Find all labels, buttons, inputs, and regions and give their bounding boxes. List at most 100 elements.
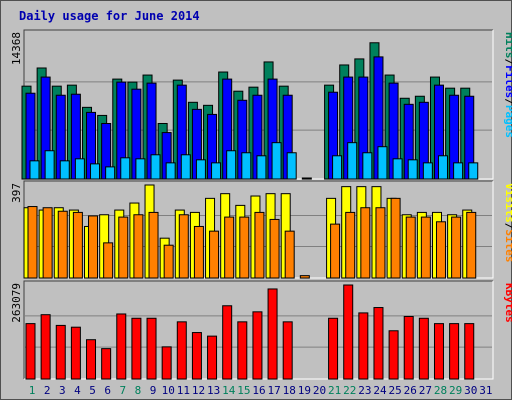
x-tick-day-8: 8 — [135, 384, 142, 397]
right-label-separator: / — [503, 98, 512, 105]
bar-sites-day-29 — [451, 216, 462, 279]
bar-kbytes-day-9 — [146, 317, 157, 380]
bar-sites-day-27 — [420, 216, 431, 279]
bar-pages-day-30 — [468, 162, 479, 180]
right-label-separator: / — [503, 59, 512, 66]
bar-sites-day-16 — [254, 211, 265, 279]
panel-visits-sites: 397 Visits/Sites — [10, 180, 512, 279]
x-tick-day-11: 11 — [177, 384, 190, 397]
bar-kbytes-day-13 — [207, 335, 218, 380]
bar-pages-day-5 — [90, 163, 101, 180]
bar-pages-day-4 — [74, 158, 85, 180]
chart-title: Daily usage for June 2014 — [19, 9, 200, 23]
bar-sites-day-22 — [345, 211, 356, 279]
bar-pages-day-24 — [377, 146, 388, 180]
bar-sites-day-1 — [27, 206, 38, 279]
bar-kbytes-day-30 — [464, 323, 475, 380]
bar-pages-day-27 — [422, 162, 433, 180]
bar-sites-day-7 — [118, 216, 129, 279]
bar-pages-day-7 — [120, 157, 131, 180]
x-tick-day-15: 15 — [237, 384, 250, 397]
bar-pages-day-28 — [437, 155, 448, 180]
panel-kbytes: 263079 KBytes — [10, 280, 512, 380]
bar-sites-day-19 — [299, 275, 310, 279]
bar-sites-day-30 — [466, 211, 477, 279]
bar-pages-day-2 — [44, 150, 55, 180]
bar-sites-day-4 — [72, 211, 83, 279]
bar-pages-day-19 — [301, 177, 312, 180]
bar-sites-day-11 — [178, 214, 189, 279]
x-tick-day-12: 12 — [192, 384, 205, 397]
bar-pages-day-21 — [332, 155, 343, 180]
bar-sites-day-8 — [133, 214, 144, 279]
x-tick-day-2: 2 — [44, 384, 51, 397]
bar-sites-day-26 — [405, 216, 416, 279]
x-tick-day-24: 24 — [373, 384, 387, 397]
bar-sites-day-13 — [209, 230, 220, 279]
bar-pages-day-8 — [135, 158, 146, 180]
bar-pages-day-26 — [407, 159, 418, 180]
bar-pages-day-11 — [180, 154, 191, 180]
right-label-kbytes: KBytes — [503, 283, 512, 323]
bar-sites-day-2 — [42, 207, 53, 279]
bar-kbytes-day-17 — [267, 288, 278, 380]
right-label-visits: Visits — [503, 183, 512, 223]
bar-kbytes-day-27 — [418, 317, 429, 380]
right-label-files: Files — [503, 65, 512, 98]
bar-kbytes-day-18 — [282, 321, 293, 380]
x-tick-day-28: 28 — [434, 384, 447, 397]
bar-kbytes-day-15 — [237, 321, 248, 380]
x-tick-day-25: 25 — [389, 384, 402, 397]
x-tick-day-22: 22 — [343, 384, 356, 397]
bar-pages-day-3 — [59, 160, 70, 180]
x-tick-day-10: 10 — [162, 384, 175, 397]
bar-sites-day-28 — [435, 221, 446, 279]
bar-kbytes-day-11 — [176, 321, 187, 380]
bar-sites-day-6 — [103, 242, 114, 279]
x-tick-day-7: 7 — [120, 384, 127, 397]
bar-kbytes-day-22 — [343, 284, 354, 380]
right-label-pages: Pages — [503, 105, 512, 138]
x-tick-day-21: 21 — [328, 384, 341, 397]
bar-sites-day-14 — [224, 216, 235, 279]
bar-pages-day-25 — [392, 158, 403, 180]
x-tick-day-3: 3 — [59, 384, 66, 397]
bar-sites-day-5 — [88, 215, 99, 279]
x-tick-day-20: 20 — [313, 384, 326, 397]
bar-pages-day-12 — [195, 159, 206, 180]
bar-pages-day-13 — [211, 162, 222, 180]
right-series-label: KBytes — [503, 283, 512, 323]
bar-pages-day-17 — [271, 142, 282, 180]
y-max-label: 397 — [10, 183, 23, 203]
bar-sites-day-24 — [375, 207, 386, 279]
bar-kbytes-day-26 — [403, 315, 414, 380]
bar-kbytes-day-24 — [373, 307, 384, 380]
plot-border-dark — [23, 280, 493, 379]
bar-pages-day-14 — [226, 150, 237, 180]
bar-pages-day-10 — [165, 162, 176, 180]
bar-kbytes-day-28 — [433, 323, 444, 380]
bar-sites-day-9 — [148, 211, 159, 279]
right-series-label: Visits/Sites — [503, 183, 512, 263]
bar-kbytes-day-21 — [328, 317, 339, 380]
bar-kbytes-day-4 — [70, 326, 81, 380]
x-tick-day-27: 27 — [419, 384, 432, 397]
bar-sites-day-18 — [284, 230, 295, 279]
x-tick-day-16: 16 — [252, 384, 265, 397]
bar-kbytes-day-5 — [86, 339, 97, 380]
bar-sites-day-10 — [163, 244, 174, 279]
x-tick-day-18: 18 — [283, 384, 296, 397]
bar-kbytes-day-25 — [388, 330, 399, 380]
bar-sites-day-17 — [269, 218, 280, 279]
bar-pages-day-23 — [362, 152, 373, 180]
bar-pages-day-15 — [241, 152, 252, 180]
x-tick-day-13: 13 — [207, 384, 220, 397]
right-label-sites: Sites — [503, 229, 512, 262]
x-tick-day-29: 29 — [449, 384, 462, 397]
bar-pages-day-6 — [105, 166, 116, 180]
bar-kbytes-day-7 — [116, 313, 127, 380]
x-tick-day-19: 19 — [298, 384, 311, 397]
